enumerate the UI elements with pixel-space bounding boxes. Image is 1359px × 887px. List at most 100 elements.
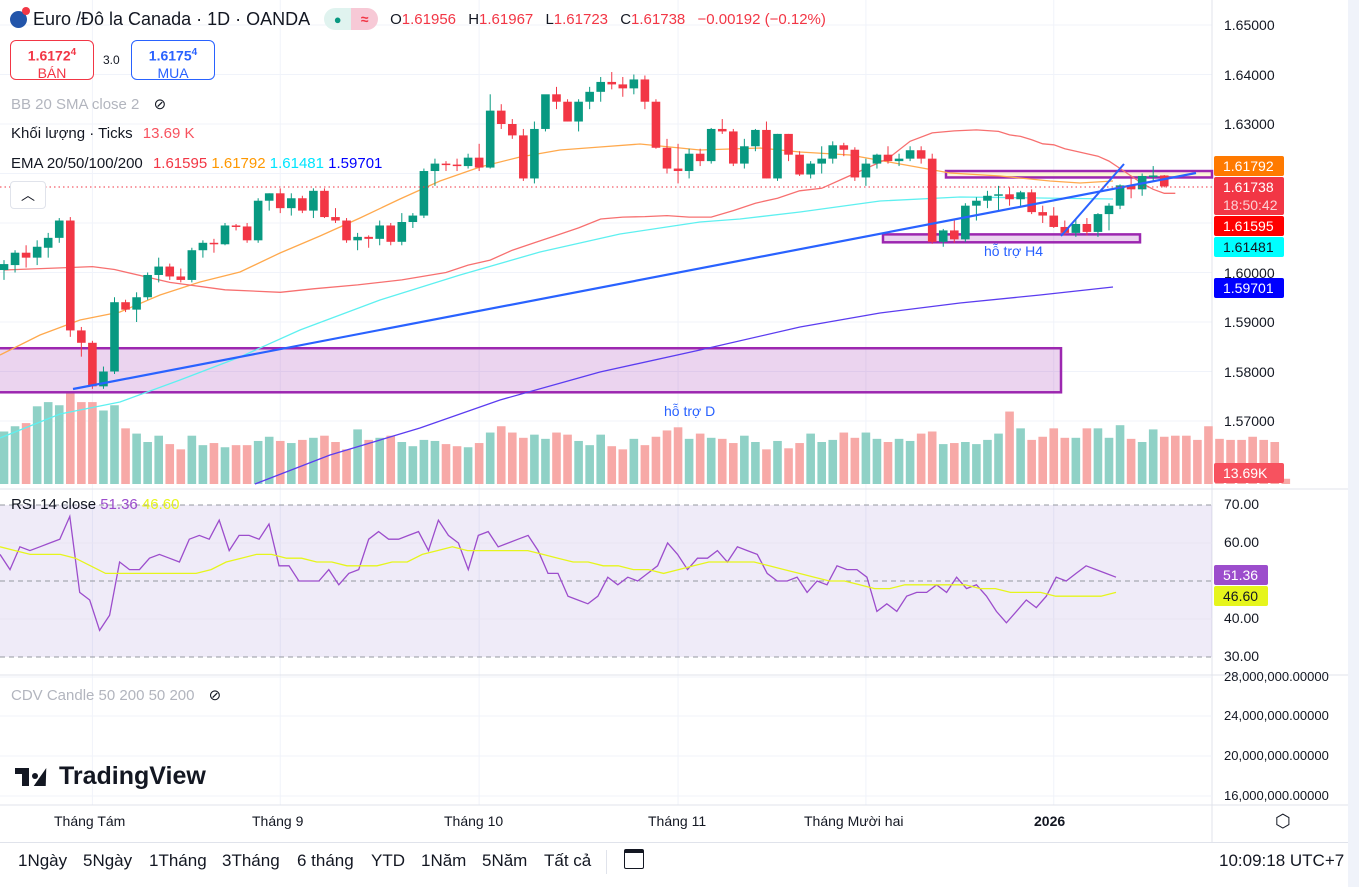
volume-bar (43, 402, 53, 484)
volume-bar (1093, 428, 1103, 484)
candle-body (419, 171, 429, 216)
candle-body (176, 276, 186, 280)
volume-bar (1115, 425, 1125, 484)
support-zone (944, 169, 1214, 179)
change-value: −0.00192 (−0.12%) (697, 10, 826, 28)
candle-body (817, 158, 826, 164)
time-label: Tháng 9 (252, 813, 304, 829)
range-6m[interactable]: 6 tháng (297, 851, 354, 870)
range-1m[interactable]: 1Tháng (149, 851, 207, 870)
volume-bar (640, 445, 650, 484)
candle-body (530, 128, 539, 179)
support-d-label[interactable]: hỗ trợ D (664, 403, 716, 419)
volume-bar (994, 433, 1003, 484)
range-5d[interactable]: 5Ngày (83, 851, 133, 870)
candle-body (187, 250, 197, 280)
candle-body (972, 200, 981, 206)
candle-body (1148, 175, 1158, 177)
volume-bar (717, 438, 727, 484)
volume-bar (1137, 442, 1147, 484)
volume-bar (839, 432, 849, 484)
support-h4-label[interactable]: hỗ trợ H4 (984, 243, 1043, 259)
time-label: Tháng Mười hai (804, 813, 904, 829)
volume-bar (784, 448, 793, 484)
ema200-line (254, 286, 1114, 485)
symbol-title[interactable]: Euro /Đô la Canada · 1D · OANDA (33, 8, 311, 29)
status-pill[interactable]: ● ≈ (324, 8, 379, 30)
volume-bar (1193, 439, 1202, 484)
cdv-legend[interactable]: CDV Candle 50 200 50 200 ⊘ (11, 686, 221, 704)
range-1y[interactable]: 1Năm (421, 851, 467, 870)
volume-bar (916, 433, 926, 484)
candle-body (673, 168, 683, 172)
volume-bar (1237, 439, 1246, 484)
range-ytd[interactable]: YTD (371, 851, 405, 870)
ema-legend[interactable]: EMA 20/50/100/200 1.61595 1.61792 1.6148… (11, 155, 382, 172)
volume-bar (927, 431, 937, 484)
rsi-legend[interactable]: RSI 14 close 51.36 46.60 (11, 496, 179, 513)
candle-body (21, 252, 31, 258)
delayed-data-icon: ≈ (351, 8, 379, 30)
candle-body (496, 110, 506, 124)
price-tick: 1.64000 (1224, 67, 1275, 83)
range-1d[interactable]: 1Ngày (18, 851, 68, 870)
candle-body (309, 190, 318, 211)
price-tick: 1.57000 (1224, 413, 1275, 429)
candle-body (1093, 214, 1103, 232)
rsi-tick: 60.00 (1224, 534, 1260, 550)
settings-hex-icon[interactable]: ⬡ (1275, 811, 1291, 831)
ema100-value: 1.61481 (269, 155, 324, 172)
volume-bar (287, 443, 296, 484)
cdv-tick: 20,000,000.00000 (1224, 748, 1329, 763)
volume-bar (883, 442, 893, 484)
volume-bar (220, 447, 230, 484)
volume-bar (740, 435, 749, 484)
candle-body (806, 163, 815, 175)
collapse-legend-button[interactable]: ︿ (10, 181, 46, 209)
high-value: 1.61967 (479, 10, 534, 28)
candle-body (132, 297, 141, 310)
volume-bar (1071, 437, 1081, 484)
ema100-tag: 1.61481 (1214, 237, 1284, 257)
scrollbar[interactable] (1348, 0, 1359, 887)
candle-body (32, 246, 42, 258)
candle-body (441, 163, 451, 166)
candle-body (574, 101, 583, 122)
clock-timezone[interactable]: 10:09:18 UTC+7 (1219, 851, 1345, 870)
volume-bar (961, 442, 970, 484)
eur-flag-icon[interactable] (10, 6, 30, 28)
eye-hidden-icon[interactable]: ⊘ (153, 96, 167, 113)
volume-bar (938, 444, 948, 484)
candle-body (729, 131, 738, 164)
eye-hidden-icon[interactable]: ⊘ (208, 687, 222, 704)
range-3m[interactable]: 3Tháng (222, 851, 280, 870)
candle-body (927, 158, 937, 242)
candle-body (717, 128, 727, 132)
candle-body (861, 163, 871, 178)
candle-body (1005, 194, 1014, 200)
close-key: C (620, 10, 632, 28)
volume-legend[interactable]: Khối lượng · Ticks 13.69 K (11, 125, 194, 142)
cdv-tick: 28,000,000.00000 (1224, 669, 1329, 684)
ohlc-readout: O1.61956 H1.61967 L1.61723 C1.61738 −0.0… (390, 11, 834, 28)
candle-body (165, 266, 175, 277)
candle-body (485, 110, 495, 168)
price-tick: 1.60000 (1224, 265, 1275, 281)
support-zone (881, 233, 1142, 244)
volume-bar (1226, 439, 1235, 484)
range-5y[interactable]: 5Năm (482, 851, 528, 870)
volume-bar (264, 436, 274, 484)
tradingview-logo[interactable]: TradingView (15, 762, 206, 791)
volume-bar (1248, 436, 1257, 484)
bb-legend[interactable]: BB 20 SMA close 2 ⊘ (11, 95, 166, 113)
high-key: H (468, 10, 480, 28)
open-value: 1.61956 (401, 10, 457, 28)
ema20-value: 1.61595 (152, 155, 208, 172)
sell-button[interactable]: 1.61724 BÁN (10, 40, 94, 81)
volume-bar (452, 446, 462, 484)
volume-bar (353, 429, 362, 484)
range-all[interactable]: Tất cả (544, 851, 592, 870)
go-to-date-calendar-icon[interactable] (624, 849, 644, 869)
buy-button[interactable]: 1.61754 MUA (131, 40, 215, 81)
